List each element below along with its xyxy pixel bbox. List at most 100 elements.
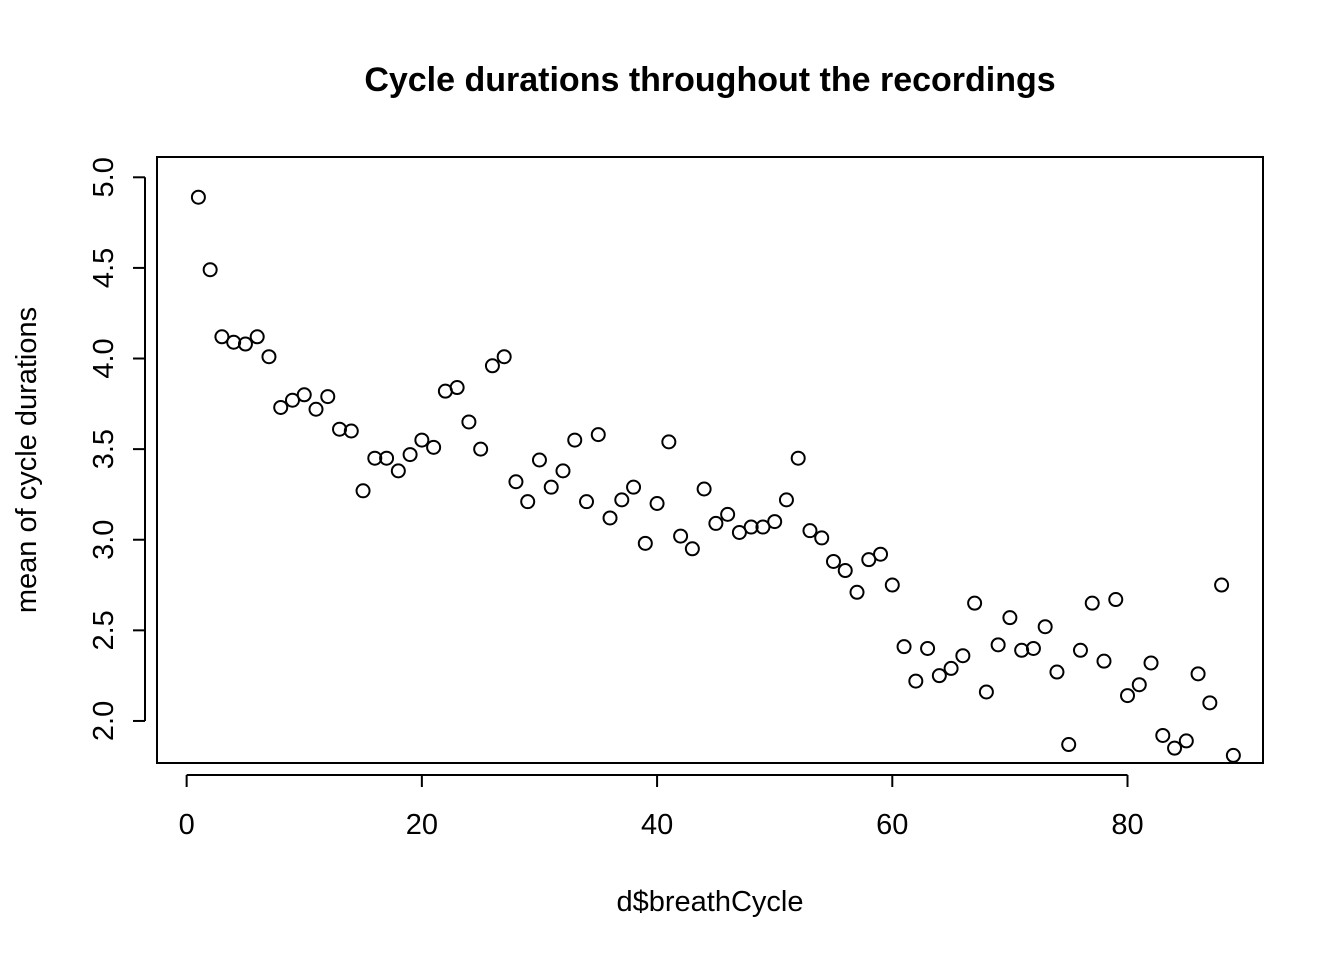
data-point [496, 349, 512, 365]
data-point [1120, 688, 1136, 704]
y-tick-label: 2.0 [88, 701, 120, 741]
data-point [1214, 577, 1230, 593]
data-point [273, 399, 289, 415]
data-point [1202, 695, 1218, 711]
data-point [414, 432, 430, 448]
data-point [1037, 619, 1053, 635]
data-point [802, 523, 818, 539]
data-point [531, 452, 547, 468]
data-point [520, 494, 536, 510]
data-point [626, 479, 642, 495]
chart-title: Cycle durations throughout the recording… [364, 61, 1055, 99]
data-point [1225, 747, 1241, 763]
data-point [884, 577, 900, 593]
data-point [814, 530, 830, 546]
data-point [202, 262, 218, 278]
data-point [931, 668, 947, 684]
data-point [602, 510, 618, 526]
data-point [673, 528, 689, 544]
y-axis-label: mean of cycle durations [11, 307, 43, 613]
data-point [1072, 642, 1088, 658]
data-point [790, 450, 806, 466]
data-point [614, 492, 630, 508]
y-tick-label: 3.5 [88, 429, 120, 469]
data-point [778, 492, 794, 508]
data-point [825, 553, 841, 569]
data-point [1002, 610, 1018, 626]
data-point [590, 427, 606, 443]
data-point [237, 336, 253, 352]
data-point [661, 434, 677, 450]
x-tick-label: 20 [406, 809, 438, 841]
data-point [967, 595, 983, 611]
data-point [473, 441, 489, 457]
data-point [849, 584, 865, 600]
y-axis: 2.0 2.5 3.0 3.5 4.0 4.5 5.0 [88, 157, 146, 741]
data-point [190, 189, 206, 205]
data-point [743, 519, 759, 535]
data-point [943, 660, 959, 676]
y-tick-label: 3.0 [88, 520, 120, 560]
data-point [873, 546, 889, 562]
data-point [449, 380, 465, 396]
x-axis-label: d$breathCycle [617, 886, 804, 918]
data-point [261, 349, 277, 365]
data-point [990, 637, 1006, 653]
data-point [1155, 727, 1171, 743]
data-point [284, 392, 300, 408]
data-point [684, 541, 700, 557]
x-tick-label: 60 [876, 809, 908, 841]
y-tick-label: 4.5 [88, 248, 120, 288]
data-point [731, 524, 747, 540]
data-point [508, 474, 524, 490]
data-point [955, 648, 971, 664]
data-point [978, 684, 994, 700]
data-point [320, 389, 336, 405]
data-points [190, 189, 1241, 763]
data-point [1178, 733, 1194, 749]
x-axis: 0 20 40 60 80 [179, 774, 1144, 841]
data-point [426, 439, 442, 455]
data-point [861, 552, 877, 568]
data-point [379, 450, 395, 466]
data-point [908, 673, 924, 689]
data-point [308, 401, 324, 417]
data-point [543, 479, 559, 495]
data-point [1190, 666, 1206, 682]
data-point [296, 387, 312, 403]
data-point [896, 639, 912, 655]
data-point [367, 450, 383, 466]
y-tick-label: 4.0 [88, 338, 120, 378]
data-point [249, 329, 265, 345]
x-tick-label: 40 [641, 809, 673, 841]
data-point [484, 358, 500, 374]
data-point [355, 483, 371, 499]
data-point [696, 481, 712, 497]
data-point [837, 563, 853, 579]
data-point [390, 463, 406, 479]
data-point [637, 535, 653, 551]
data-point [579, 494, 595, 510]
data-point [1084, 595, 1100, 611]
data-point [555, 463, 571, 479]
data-point [767, 514, 783, 530]
y-tick-label: 5.0 [88, 157, 120, 197]
data-point [567, 432, 583, 448]
data-point [1025, 640, 1041, 656]
data-point [461, 414, 477, 430]
data-point [402, 447, 418, 463]
x-tick-label: 80 [1111, 809, 1143, 841]
data-point [1143, 655, 1159, 671]
data-point [343, 423, 359, 439]
data-point [214, 329, 230, 345]
data-point [649, 495, 665, 511]
y-tick-label: 2.5 [88, 610, 120, 650]
data-point [1049, 664, 1065, 680]
data-point [1131, 677, 1147, 693]
data-point [1096, 653, 1112, 669]
data-point [755, 519, 771, 535]
data-point [1061, 737, 1077, 753]
data-point [920, 640, 936, 656]
x-tick-label: 0 [179, 809, 195, 841]
